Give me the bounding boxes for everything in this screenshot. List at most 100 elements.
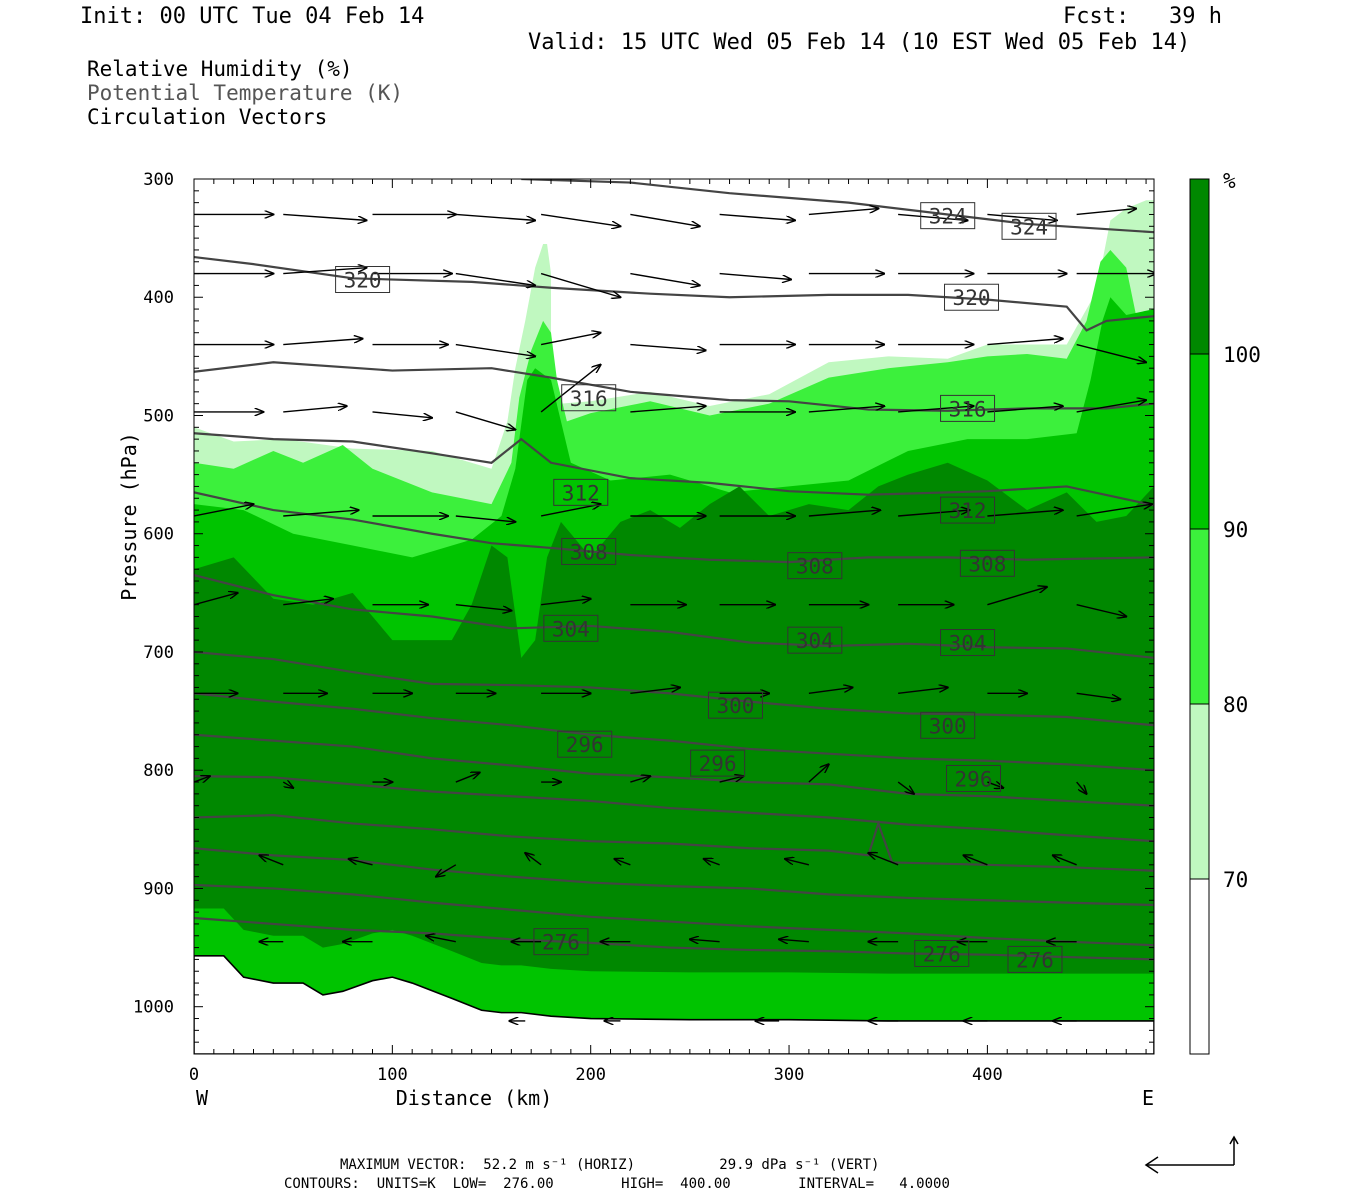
circulation-vector <box>808 687 853 695</box>
circulation-vector <box>372 411 433 418</box>
circulation-vector <box>283 339 362 346</box>
theta-label: 324 <box>1001 212 1057 240</box>
theta-label: 304 <box>940 629 996 657</box>
theta-label: 320 <box>335 266 391 294</box>
colorbar-swatch <box>1189 703 1210 880</box>
circulation-vector <box>719 272 791 280</box>
theta-label: 308 <box>787 552 843 580</box>
circulation-vector <box>898 406 973 413</box>
theta-label: 276 <box>1007 945 1063 973</box>
terrain <box>194 955 1154 1054</box>
circulation-vector <box>436 864 457 877</box>
circulation-vector <box>630 687 680 695</box>
circulation-vector <box>540 365 601 413</box>
circulation-vector <box>898 687 948 695</box>
x-axis-label: Distance (km) <box>396 1086 553 1110</box>
colorbar-label: 70 <box>1223 868 1248 892</box>
y-tick-label: 300 <box>143 170 174 190</box>
circulation-vector <box>349 859 373 866</box>
circulation-vector <box>808 764 829 783</box>
theta-label: 296 <box>690 749 746 777</box>
circulation-vector <box>1076 781 1087 794</box>
circulation-vector <box>194 593 238 606</box>
valid-time: Valid: 15 UTC Wed 05 Feb 14 (10 EST Wed … <box>528 30 1191 55</box>
circulation-vector <box>868 853 899 866</box>
theta-label: 276 <box>914 939 970 967</box>
circulation-vector <box>1076 504 1152 517</box>
circulation-vector <box>540 504 601 517</box>
rh-100-region <box>194 462 1154 1054</box>
circulation-vector <box>808 209 878 216</box>
y-axis-label: Pressure (hPa) <box>117 432 141 601</box>
colorbar-label: 80 <box>1223 693 1248 717</box>
circulation-vector <box>1076 209 1137 216</box>
circulation-vector <box>630 343 705 351</box>
theta-label: 300 <box>707 691 763 719</box>
x-tick-label: 300 <box>774 1065 805 1085</box>
svg-text:304: 304 <box>796 629 834 653</box>
circulation-vector <box>426 936 456 943</box>
reference-vector <box>1144 1135 1239 1174</box>
theta-contour <box>194 814 1154 872</box>
circulation-vector <box>1076 400 1146 413</box>
footer-max-vector: MAXIMUM VECTOR: 52.2 m s⁻¹ (HORIZ) 29.9 … <box>340 1157 880 1173</box>
svg-text:320: 320 <box>953 286 991 310</box>
circulation-vector <box>455 343 535 357</box>
svg-text:276: 276 <box>1016 948 1054 972</box>
circulation-vector <box>779 939 809 941</box>
theta-label: 324 <box>920 202 976 230</box>
svg-text:320: 320 <box>344 269 382 293</box>
colorbar-swatch <box>1189 178 1210 355</box>
circulation-vector <box>455 272 535 286</box>
circulation-vector <box>541 599 591 606</box>
circulation-vector <box>283 268 366 275</box>
theta-label: 316 <box>940 394 996 422</box>
legend-vectors: Circulation Vectors <box>87 105 328 129</box>
circulation-vector <box>194 776 210 782</box>
circulation-vector <box>808 510 880 517</box>
theta-label: 308 <box>561 537 617 565</box>
x-tick-label: 200 <box>575 1065 606 1085</box>
circulation-vector <box>987 587 1047 606</box>
svg-text:296: 296 <box>699 752 737 776</box>
svg-text:312: 312 <box>949 499 987 523</box>
svg-text:304: 304 <box>552 617 590 641</box>
circulation-vector <box>259 855 284 866</box>
forecast-hour: Fcst: 39 h <box>1063 4 1222 29</box>
circulation-vector <box>455 213 535 220</box>
init-time: Init: 00 UTC Tue 04 Feb 14 <box>80 4 425 29</box>
svg-text:276: 276 <box>923 942 961 966</box>
theta-contour <box>194 883 1154 947</box>
circulation-vector <box>630 213 699 226</box>
svg-text:276: 276 <box>542 931 580 955</box>
x-tick-label: 0 <box>189 1065 199 1085</box>
colorbar-label: 100 <box>1223 343 1261 367</box>
theta-label: 300 <box>920 711 976 739</box>
svg-text:316: 316 <box>570 387 608 411</box>
colorbar-label: 90 <box>1223 518 1248 542</box>
colorbar-swatch <box>1189 878 1210 1055</box>
circulation-vector <box>194 863 195 865</box>
colorbar-swatch <box>1189 353 1210 530</box>
x-tick-label: 100 <box>377 1065 408 1085</box>
circulation-vector <box>540 333 601 346</box>
circulation-vector <box>964 855 988 866</box>
footer-contours: CONTOURS: UNITS=K LOW= 276.00 HIGH= 400.… <box>284 1176 950 1192</box>
colorbar-swatch <box>1189 528 1210 705</box>
theta-label: 276 <box>533 928 589 956</box>
circulation-vector <box>690 939 720 941</box>
svg-text:312: 312 <box>562 481 600 505</box>
circulation-vector <box>455 773 480 783</box>
colorbar-unit: % <box>1223 169 1236 193</box>
circulation-vector <box>541 213 620 226</box>
circulation-vector <box>283 510 358 517</box>
theta-contour <box>194 574 1154 659</box>
svg-text:296: 296 <box>955 767 993 791</box>
y-tick-label: 800 <box>143 761 174 781</box>
theta-label: 296 <box>557 730 613 758</box>
circulation-vector <box>987 213 1056 220</box>
circulation-vector <box>1076 343 1146 363</box>
circulation-vector <box>630 272 699 286</box>
y-tick-label: 1000 <box>133 998 174 1018</box>
